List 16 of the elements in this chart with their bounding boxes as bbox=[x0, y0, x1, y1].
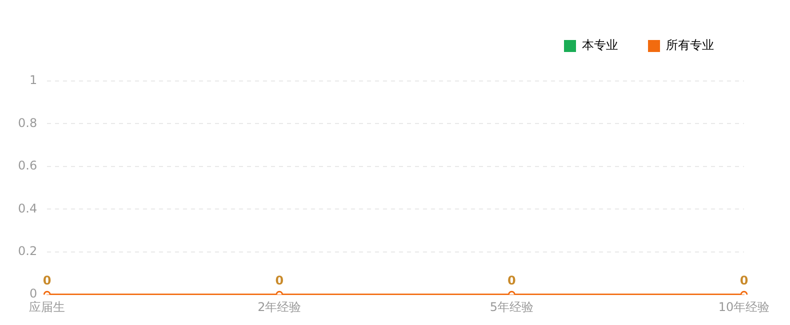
legend-label: 所有专业 bbox=[666, 38, 714, 52]
data-label: 0 bbox=[508, 274, 516, 288]
data-label: 0 bbox=[275, 274, 284, 288]
y-tick-label: 0.8 bbox=[18, 116, 38, 130]
y-tick-label: 0.4 bbox=[18, 201, 38, 216]
y-tick-label: 1 bbox=[29, 73, 38, 88]
y-tick-label: 0.2 bbox=[18, 244, 38, 258]
x-tick-label: 2年经验 bbox=[258, 300, 302, 314]
y-tick-label: 0.6 bbox=[18, 158, 38, 173]
x-tick-label: 应届生 bbox=[29, 300, 66, 314]
y-tick-label: 0 bbox=[29, 286, 38, 301]
x-tick-label: 5年经验 bbox=[490, 300, 534, 314]
x-tick-label: 10年经验 bbox=[718, 300, 770, 314]
data-label: 0 bbox=[42, 274, 52, 288]
data-label: 0 bbox=[740, 274, 748, 288]
legend-label: 本专业 bbox=[582, 38, 618, 52]
